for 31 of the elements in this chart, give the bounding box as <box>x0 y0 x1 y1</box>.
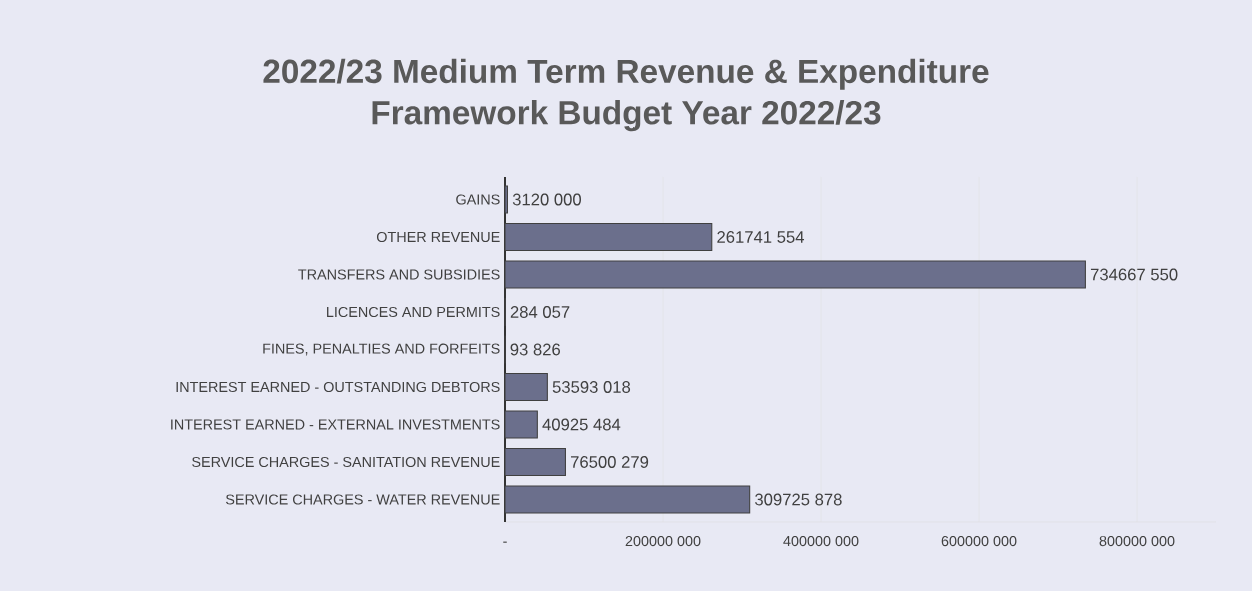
bar <box>504 372 548 401</box>
bar <box>504 260 1086 289</box>
data-label: 76500 279 <box>571 456 649 468</box>
y-tick-label: OTHER REVENUE <box>376 231 500 243</box>
bar <box>504 185 509 214</box>
x-tick-label: 600000 000 <box>941 535 1017 547</box>
x-tick-label: 200000 000 <box>625 535 701 547</box>
data-label: 53593 018 <box>552 381 631 393</box>
y-tick-label: SERVICE CHARGES - SANITATION REVENUE <box>192 456 500 468</box>
y-tick-label: SERVICE CHARGES - WATER REVENUE <box>225 494 500 505</box>
y-tick-label: LICENCES AND PERMITS <box>327 306 500 318</box>
bar <box>504 222 713 251</box>
data-label: 284 057 <box>510 306 570 318</box>
data-label: 40925 484 <box>542 418 621 431</box>
x-tick-label: 400000 000 <box>783 535 859 547</box>
y-tick-label: INTEREST EARNED - OUTSTANDING DEBTORS <box>176 381 500 393</box>
data-label: 734667 550 <box>1090 268 1178 281</box>
data-label: 3120 000 <box>512 193 582 206</box>
bar <box>504 485 751 514</box>
y-tick-label: FINES, PENALTIES AND FORFEITS <box>263 343 500 356</box>
data-label: 261741 554 <box>717 231 805 243</box>
x-tick-label: 800000 000 <box>1099 535 1175 547</box>
data-label: 93 826 <box>510 343 560 356</box>
y-tick-label: TRANSFERS AND SUBSIDIES <box>298 269 500 280</box>
y-tick-label: INTEREST EARNED - EXTERNAL INVESTMENTS <box>171 419 500 430</box>
y-tick-label: GAINS <box>456 194 500 205</box>
data-label: 309725 878 <box>755 493 842 506</box>
x-tick-label: - <box>503 541 507 543</box>
chart-title: 2022/23 Medium Term Revenue & Expenditure Framework Budget Year 2022/23 <box>263 58 989 132</box>
bar <box>504 447 566 476</box>
bar <box>504 410 538 439</box>
